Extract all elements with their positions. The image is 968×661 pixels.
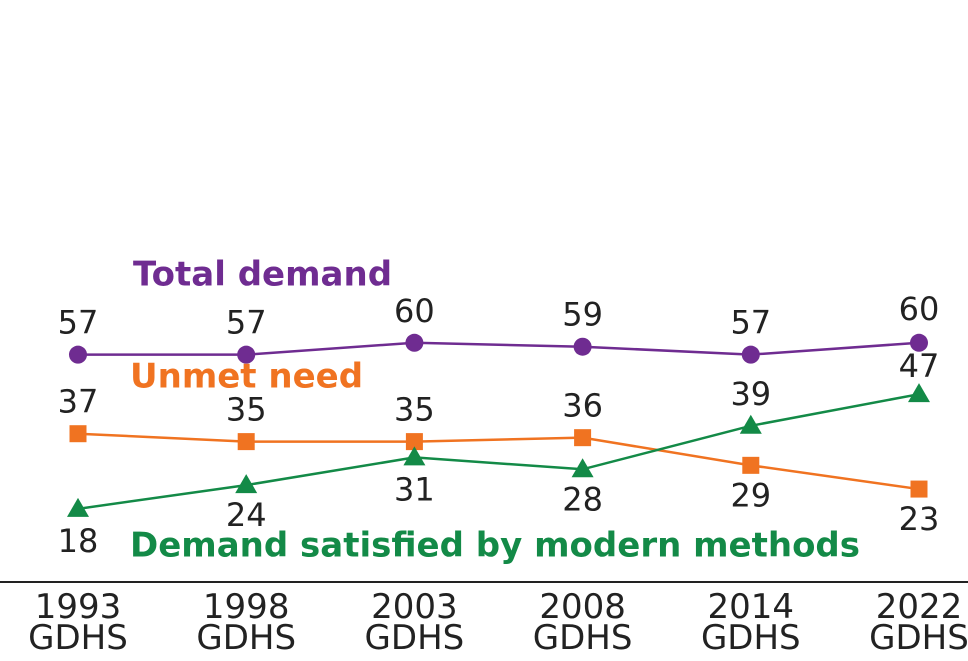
series-line [77,392,920,511]
value-label: 35 [394,391,435,429]
marker [405,333,424,352]
value-label: 60 [394,292,435,330]
value-label: 18 [58,522,99,560]
value-label: 29 [730,476,771,514]
value-label: 60 [899,290,940,328]
marker [573,337,592,356]
value-label: 36 [562,387,603,425]
marker [910,480,928,498]
value-label: 37 [58,383,99,421]
series-label: Demand satisfied by modern methods [130,526,860,566]
marker [910,333,928,352]
x-tick-label: 2022 GDHS [869,587,968,658]
marker [237,345,256,364]
series-label: Unmet need [130,357,363,397]
marker [741,345,760,364]
value-label: 59 [562,296,603,334]
series-label: Total demand [133,255,392,295]
value-label: 47 [899,347,940,385]
marker [67,497,89,517]
series-line [78,341,920,356]
marker [742,456,760,474]
marker [235,474,258,494]
x-tick-label: 1993 GDHS [28,587,128,658]
marker [571,458,594,478]
marker [739,414,762,434]
marker [574,429,592,447]
marker [237,433,255,451]
marker [69,425,87,443]
x-tick-label: 2014 GDHS [700,587,801,658]
value-label: 24 [226,496,267,534]
marker [405,433,423,451]
value-label: 57 [226,304,267,342]
value-label: 23 [899,500,940,538]
series-line [77,432,920,491]
x-tick-label: 2008 GDHS [532,587,633,658]
x-tick-label: 2003 GDHS [364,587,465,658]
marker [908,383,930,403]
value-label: 57 [730,304,771,342]
value-label: 57 [58,304,99,342]
value-label: 39 [730,375,771,413]
value-label: 35 [226,391,267,429]
marker [69,345,87,364]
value-label: 31 [394,470,435,508]
x-tick-label: 1998 GDHS [196,587,297,658]
value-label: 28 [562,480,603,518]
marker [403,446,426,466]
